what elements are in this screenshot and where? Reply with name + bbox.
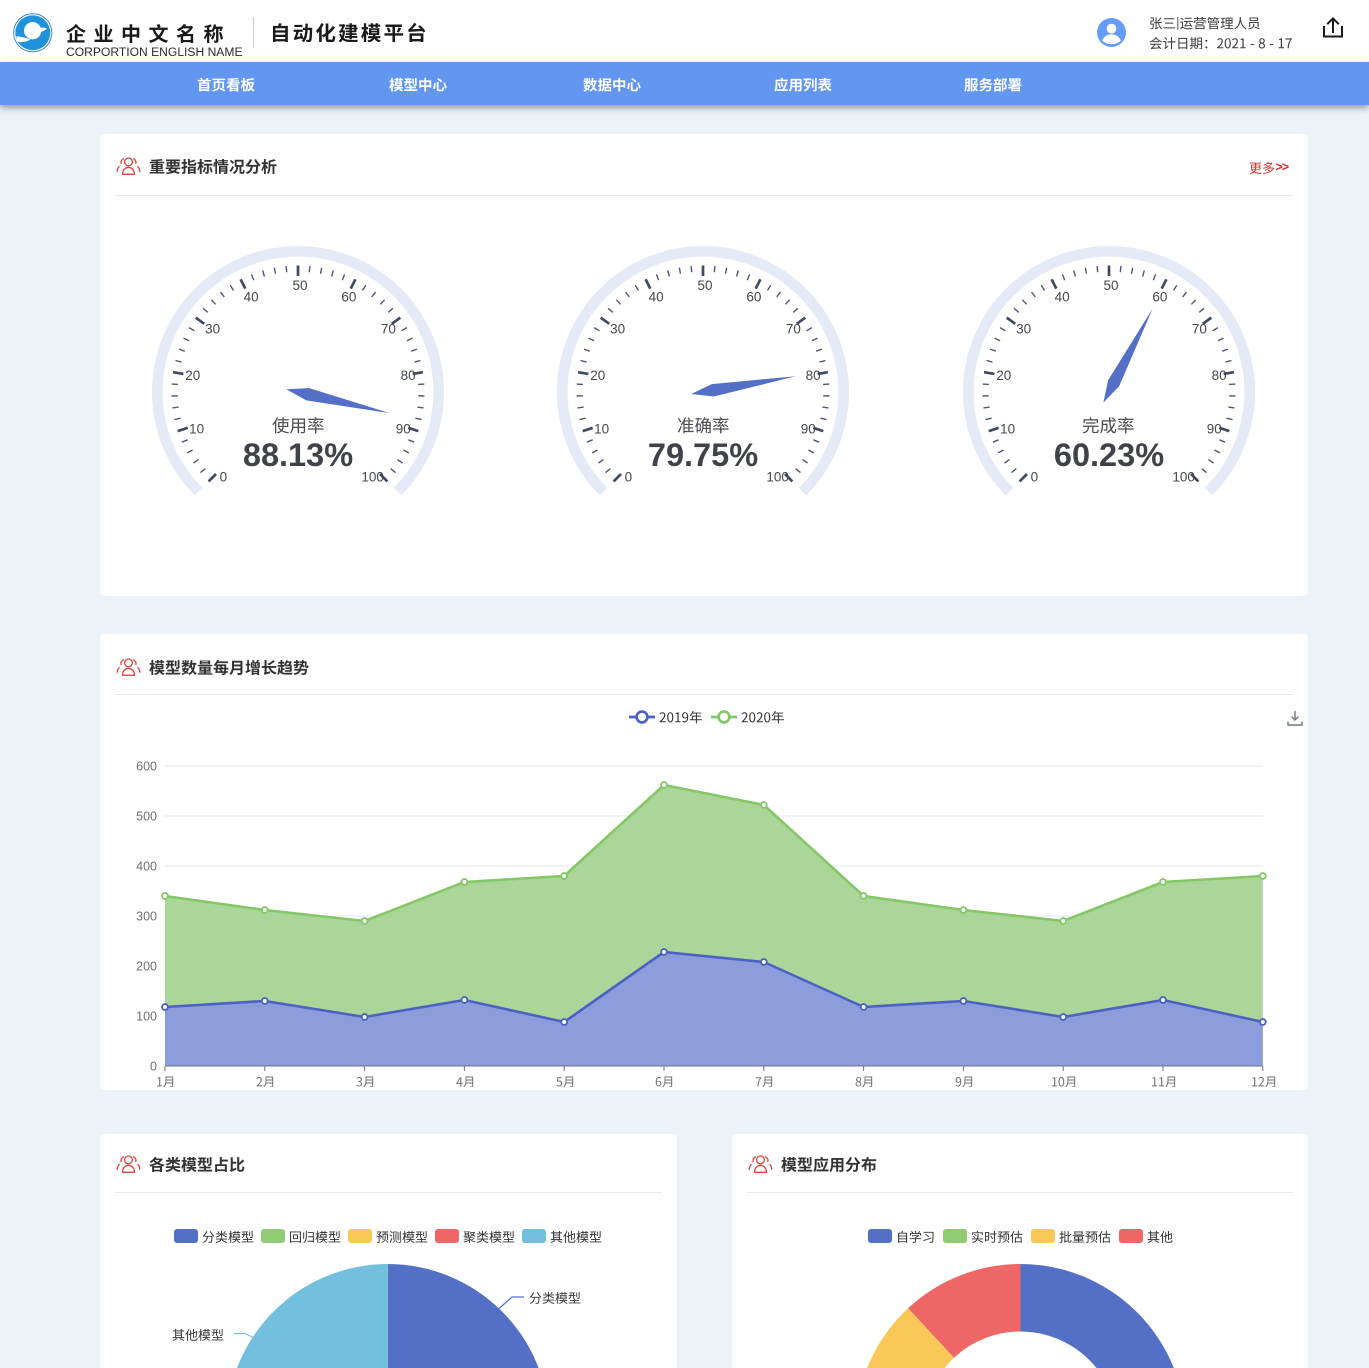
svg-text:60: 60 [1152,290,1167,305]
svg-text:30: 30 [205,322,220,337]
svg-text:30: 30 [1016,322,1031,337]
svg-text:60: 60 [746,290,761,305]
svg-text:10: 10 [594,421,609,436]
svg-text:10: 10 [1000,421,1015,436]
svg-text:80: 80 [1211,368,1226,383]
svg-text:60: 60 [341,290,356,305]
svg-text:0: 0 [625,469,633,484]
svg-text:300: 300 [136,910,157,924]
svg-text:80: 80 [806,368,821,383]
svg-text:100: 100 [766,469,789,484]
svg-text:400: 400 [136,860,157,874]
svg-text:80: 80 [401,368,416,383]
svg-text:70: 70 [786,322,801,337]
svg-text:20: 20 [996,368,1011,383]
svg-text:88.13%: 88.13% [243,437,353,473]
svg-text:0: 0 [220,469,228,484]
svg-text:50: 50 [292,278,307,293]
svg-text:50: 50 [697,278,712,293]
svg-text:100: 100 [1172,469,1195,484]
svg-text:20: 20 [590,368,605,383]
svg-text:30: 30 [610,322,625,337]
svg-text:60.23%: 60.23% [1053,437,1163,473]
svg-text:40: 40 [244,290,259,305]
svg-text:100: 100 [361,469,384,484]
svg-text:600: 600 [136,760,157,774]
svg-text:90: 90 [396,421,411,436]
svg-text:70: 70 [1191,322,1206,337]
svg-text:0: 0 [1030,469,1038,484]
svg-text:200: 200 [136,960,157,974]
svg-text:90: 90 [801,421,816,436]
svg-text:0: 0 [150,1060,157,1074]
svg-text:20: 20 [185,368,200,383]
svg-text:100: 100 [136,1010,157,1024]
svg-text:40: 40 [1054,290,1069,305]
svg-text:70: 70 [381,322,396,337]
svg-text:90: 90 [1206,421,1221,436]
svg-text:40: 40 [649,290,664,305]
svg-text:79.75%: 79.75% [648,437,758,473]
svg-text:500: 500 [136,810,157,824]
svg-text:10: 10 [189,421,204,436]
svg-text:50: 50 [1103,278,1118,293]
